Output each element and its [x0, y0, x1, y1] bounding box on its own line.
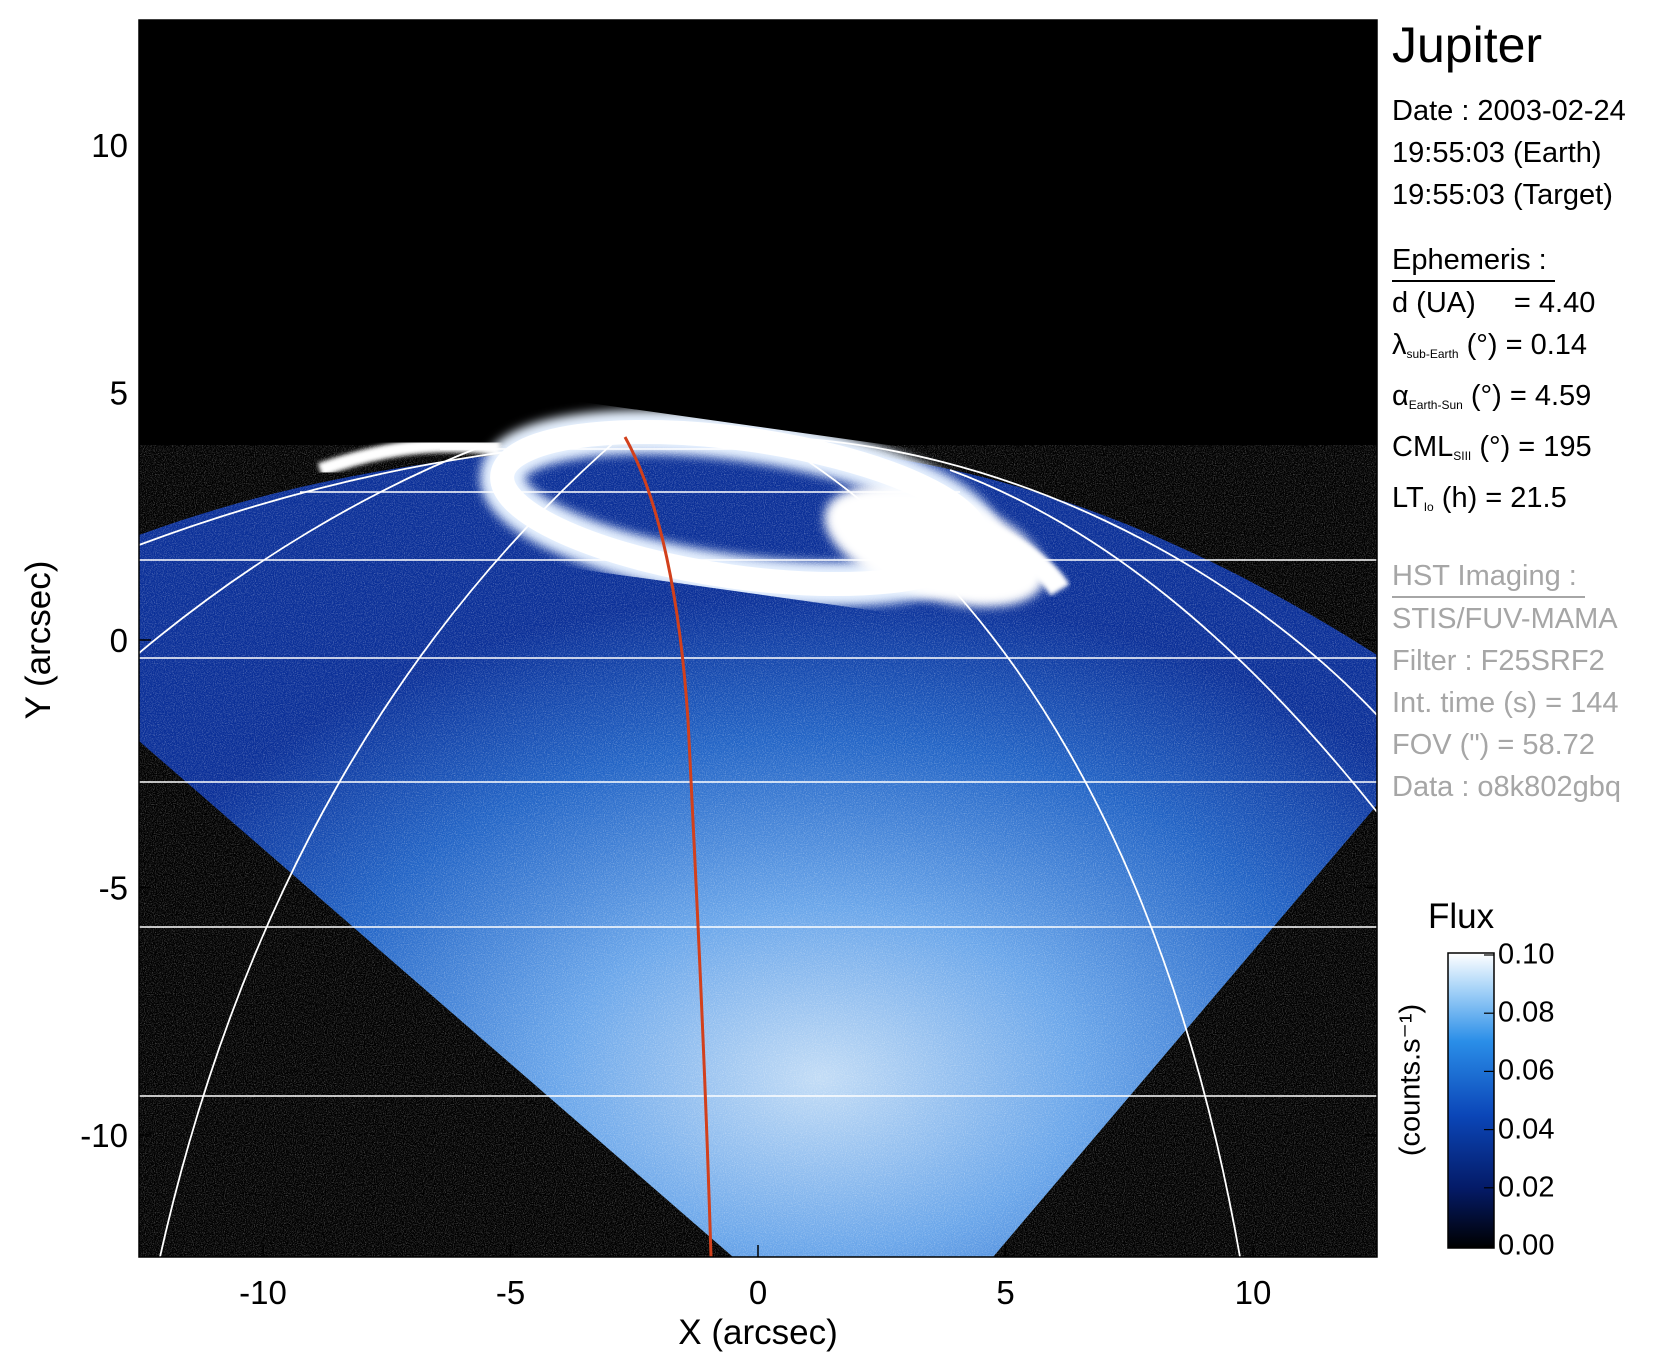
distance-value: = 4.40	[1513, 287, 1596, 319]
x-tick-label: 5	[996, 1274, 1014, 1311]
cml-subscript: SIII	[1453, 449, 1472, 463]
observation-date: Date : 2003-02-24	[1392, 95, 1626, 127]
latitude-row: λsub-Earth (°) = 0.14	[1392, 324, 1672, 375]
hst-title: HST Imaging :	[1392, 556, 1585, 598]
ephemeris-title: Ephemeris :	[1392, 240, 1555, 282]
ephemeris-section: Ephemeris : d (UA) = 4.40 λsub-Earth (°)…	[1392, 226, 1672, 528]
local-time-value: = 21.5	[1485, 482, 1567, 514]
local-time-subscript: Io	[1423, 500, 1434, 514]
cml-symbol: CML	[1392, 431, 1454, 463]
hst-section: HST Imaging : STIS/FUV-MAMA Filter : F25…	[1392, 542, 1672, 808]
local-time-row: LTIo (h) = 21.5	[1392, 477, 1672, 528]
distance-label: d (UA)	[1392, 287, 1476, 319]
y-axis-title: Y (arcsec)	[19, 561, 58, 720]
latitude-value: = 0.14	[1505, 329, 1588, 361]
phase-angle-unit: (°)	[1470, 380, 1502, 412]
latitude-symbol: λ	[1392, 329, 1407, 361]
colorbar-gradient	[1447, 952, 1495, 1249]
y-tick-label: 10	[91, 127, 128, 164]
hst-instrument: STIS/FUV-MAMA	[1392, 603, 1618, 635]
disk-noise-texture	[139, 445, 1377, 1257]
y-tick-label: 5	[110, 375, 128, 412]
y-tick-label: 0	[110, 622, 128, 659]
info-panel: Jupiter Date : 2003-02-24 19:55:03 (Eart…	[1392, 14, 1672, 808]
colorbar-unit: (counts.s⁻¹)	[1394, 1003, 1427, 1157]
x-tick-label: -5	[496, 1274, 525, 1311]
observation-time-target: 19:55:03 (Target)	[1392, 179, 1613, 211]
longitude-grid	[139, 435, 1377, 1257]
colorbar-tick-label: 0.10	[1498, 938, 1555, 971]
hst-dataset: Data : o8k802gbq	[1392, 771, 1621, 803]
latitude-unit: (°)	[1466, 329, 1498, 361]
colorbar-tick-label: 0.08	[1498, 996, 1555, 1029]
x-tick-label: 10	[1235, 1274, 1272, 1311]
colorbar-tick-label: 0.04	[1498, 1113, 1555, 1146]
latitude-grid	[139, 448, 1377, 1097]
phase-angle-symbol: α	[1392, 380, 1409, 412]
x-tick-label: -10	[239, 1274, 287, 1311]
image-panel	[139, 20, 1377, 1257]
cml-row: CMLSIII (°) = 195	[1392, 426, 1672, 477]
colorbar-tick-label: 0.06	[1498, 1054, 1555, 1087]
hst-filter: Filter : F25SRF2	[1392, 645, 1605, 677]
phase-angle-row: αEarth-Sun (°) = 4.59	[1392, 375, 1672, 426]
colorbar-title: Flux	[1428, 897, 1495, 936]
cml-unit: (°)	[1479, 431, 1511, 463]
y-tick-label: -10	[80, 1117, 128, 1154]
y-axis-ticks: 10 5 0 -5 -10	[80, 127, 1377, 1154]
local-time-symbol: LT	[1392, 482, 1424, 514]
x-axis-title: X (arcsec)	[678, 1313, 837, 1352]
phase-angle-value: = 4.59	[1509, 380, 1592, 412]
colorbar-tick-label: 0.00	[1498, 1229, 1555, 1262]
y-tick-label: -5	[99, 870, 128, 907]
colorbar-ticks	[1484, 954, 1494, 1247]
phase-angle-subscript: Earth-Sun	[1408, 398, 1463, 412]
latitude-subscript: sub-Earth	[1406, 347, 1459, 361]
central-meridian-line	[623, 436, 713, 1257]
cml-value: = 195	[1518, 431, 1592, 463]
observation-time-earth: 19:55:03 (Earth)	[1392, 137, 1602, 169]
hst-fov: FOV (") = 58.72	[1392, 729, 1595, 761]
local-time-unit: (h)	[1441, 482, 1478, 514]
distance-row: d (UA) = 4.40	[1392, 282, 1672, 324]
hst-int-time: Int. time (s) = 144	[1392, 687, 1619, 719]
colorbar-tick-label: 0.02	[1498, 1171, 1555, 1204]
x-axis-ticks: -10 -5 0 5 10	[239, 20, 1271, 1311]
planet-name: Jupiter	[1392, 17, 1543, 73]
x-tick-label: 0	[749, 1274, 767, 1311]
